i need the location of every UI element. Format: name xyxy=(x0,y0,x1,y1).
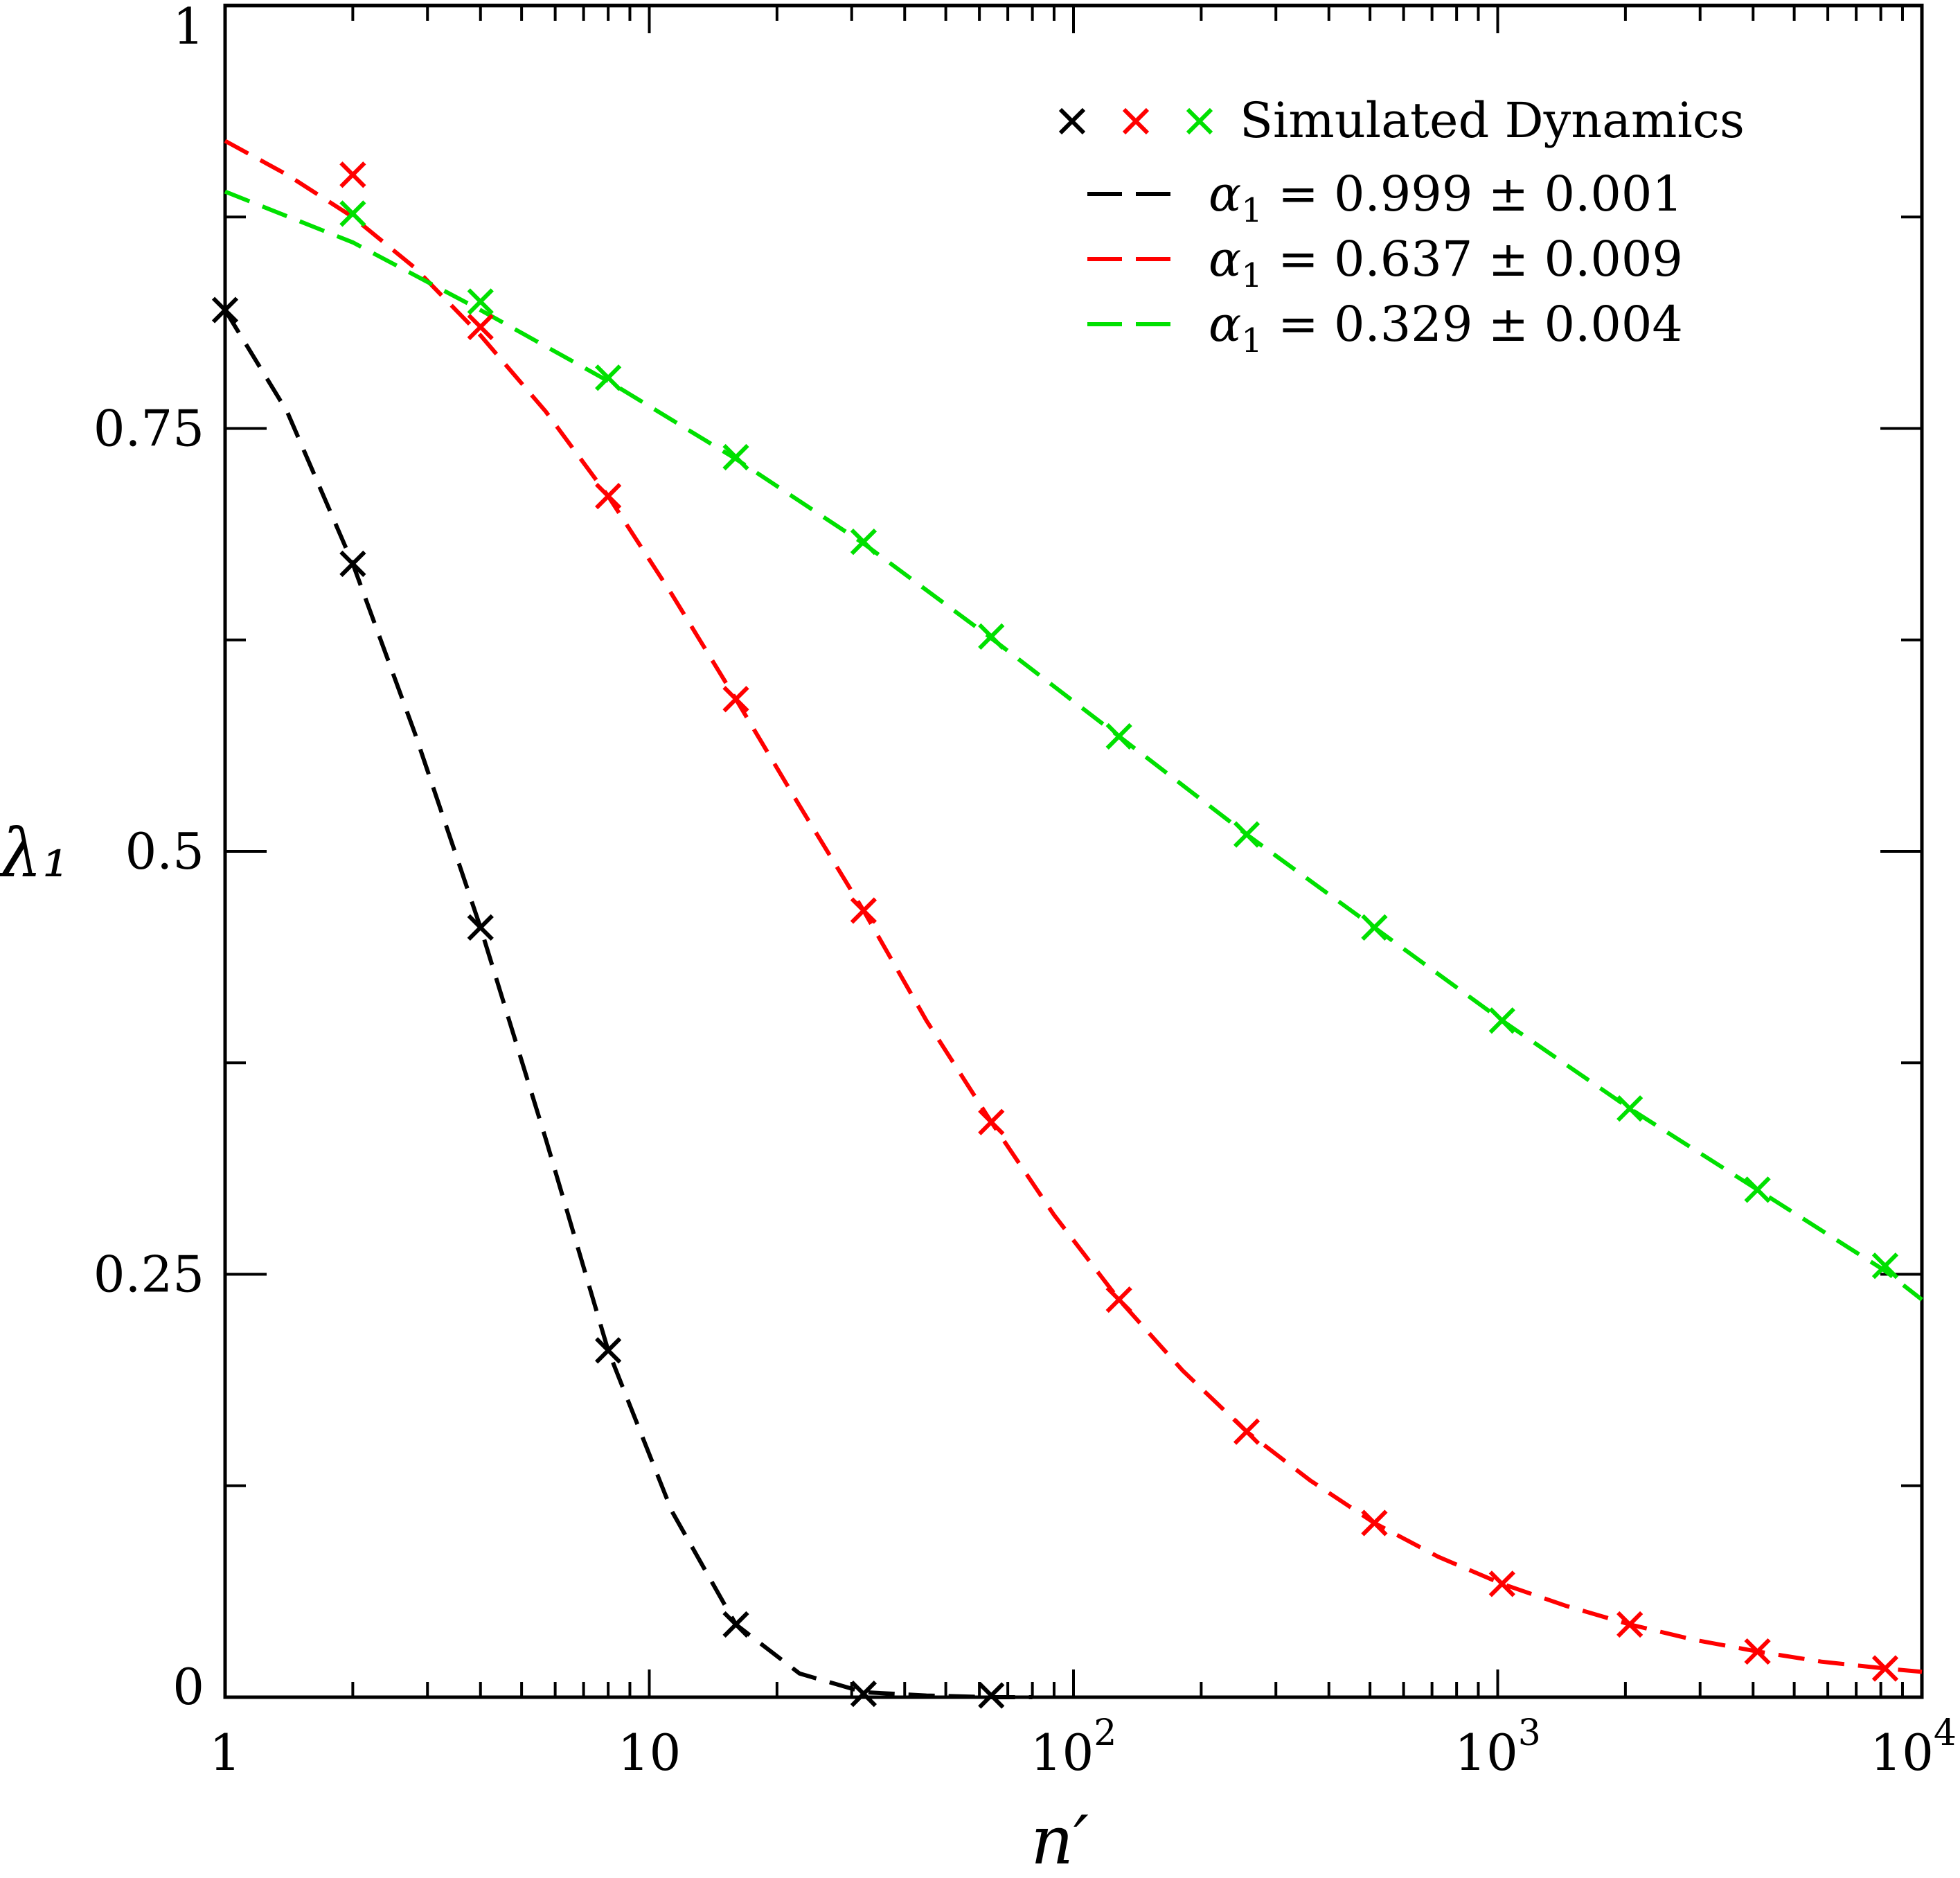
data-point-series-2 xyxy=(1744,1176,1771,1203)
x-tick-exponent: 3 xyxy=(1518,1712,1541,1754)
data-point-series-1 xyxy=(595,483,622,510)
data-point-series-2 xyxy=(467,288,494,315)
fit-lines xyxy=(223,139,1923,1699)
data-point-series-2 xyxy=(1871,1252,1899,1279)
y-tick-label: 1 xyxy=(172,0,204,55)
legend-value: = 0.637 ± 0.009 xyxy=(1263,231,1683,287)
data-point-series-0 xyxy=(722,1611,749,1638)
data-point-series-1 xyxy=(1744,1638,1771,1665)
data-point-series-2 xyxy=(850,528,877,556)
data-point-series-1 xyxy=(1233,1418,1260,1445)
data-point-series-0 xyxy=(339,550,366,577)
data-point-series-2 xyxy=(1616,1095,1643,1122)
data-point-series-2 xyxy=(978,623,1005,650)
legend-subscript: 1 xyxy=(1241,256,1263,295)
x-tick-exponent: 4 xyxy=(1934,1712,1957,1754)
legend-subscript: 1 xyxy=(1241,321,1263,360)
data-markers xyxy=(211,161,1899,1709)
legend-label-fit-1: α1 = 0.637 ± 0.009 xyxy=(1209,231,1683,295)
data-point-series-2 xyxy=(339,200,366,227)
data-point-series-2 xyxy=(1105,723,1132,750)
x-axis-title: n′ xyxy=(1031,1802,1089,1878)
data-point-series-1 xyxy=(1616,1611,1643,1638)
data-point-series-1 xyxy=(722,686,749,713)
data-point-series-1 xyxy=(1871,1655,1899,1682)
fit-line-2 xyxy=(224,189,1923,1302)
fit-line-0 xyxy=(223,309,1033,1699)
data-point-series-2 xyxy=(722,443,749,471)
legend-marker-1 xyxy=(1122,107,1150,135)
x-axis-ticks: 1 10 102 103 104 xyxy=(209,6,1957,1782)
data-point-series-1 xyxy=(1488,1570,1515,1597)
data-point-series-2 xyxy=(1361,914,1388,941)
x-tick-base: 10 xyxy=(1870,1724,1934,1782)
data-point-series-0 xyxy=(850,1680,877,1708)
x-tick-base: 10 xyxy=(1454,1724,1518,1782)
y-tick-label: 0.75 xyxy=(93,400,204,458)
data-point-series-0 xyxy=(211,296,239,324)
x-tick-exponent: 2 xyxy=(1094,1712,1116,1754)
legend-symbol: α xyxy=(1209,296,1241,353)
legend-symbol: α xyxy=(1209,231,1241,287)
data-point-series-0 xyxy=(467,914,494,941)
x-tick-label: 103 xyxy=(1454,1712,1541,1782)
y-tick-label: 0.5 xyxy=(125,822,204,880)
data-point-series-2 xyxy=(595,364,622,391)
data-point-series-1 xyxy=(1361,1509,1388,1536)
x-tick-label: 1 xyxy=(209,1724,241,1782)
data-point-series-2 xyxy=(1233,821,1260,848)
legend-label-fit-0: α1 = 0.999 ± 0.001 xyxy=(1209,166,1683,230)
legend-marker-0 xyxy=(1058,107,1086,135)
fit-line-1 xyxy=(224,139,1923,1674)
data-point-series-0 xyxy=(595,1337,622,1364)
data-point-series-1 xyxy=(1105,1286,1132,1313)
legend-value: = 0.329 ± 0.004 xyxy=(1263,296,1683,353)
x-tick-label: 10 xyxy=(618,1724,681,1782)
axis-titles: n′ λ₁ xyxy=(0,815,1089,1878)
data-point-series-2 xyxy=(1488,1007,1515,1034)
y-tick-label: 0.25 xyxy=(93,1246,204,1304)
data-point-series-1 xyxy=(978,1108,1005,1135)
data-point-series-0 xyxy=(978,1682,1005,1709)
data-point-series-1 xyxy=(850,897,877,924)
x-tick-base: 10 xyxy=(1031,1724,1094,1782)
x-tick-label: 104 xyxy=(1870,1712,1957,1782)
data-point-series-1 xyxy=(467,313,494,341)
y-tick-label: 0 xyxy=(172,1658,204,1716)
legend-label-simulated: Simulated Dynamics xyxy=(1240,92,1745,149)
x-tick-label: 102 xyxy=(1031,1712,1117,1782)
y-axis-ticks: 0 0.25 0.5 0.75 1 xyxy=(93,0,1922,1716)
data-point-series-1 xyxy=(339,161,366,188)
legend-symbol: α xyxy=(1209,166,1241,222)
legend-marker-2 xyxy=(1186,107,1213,135)
y-axis-title: λ₁ xyxy=(0,815,69,892)
legend-value: = 0.999 ± 0.001 xyxy=(1263,166,1683,222)
legend-subscript: 1 xyxy=(1241,191,1263,230)
legend-label-fit-2: α1 = 0.329 ± 0.004 xyxy=(1209,296,1683,360)
